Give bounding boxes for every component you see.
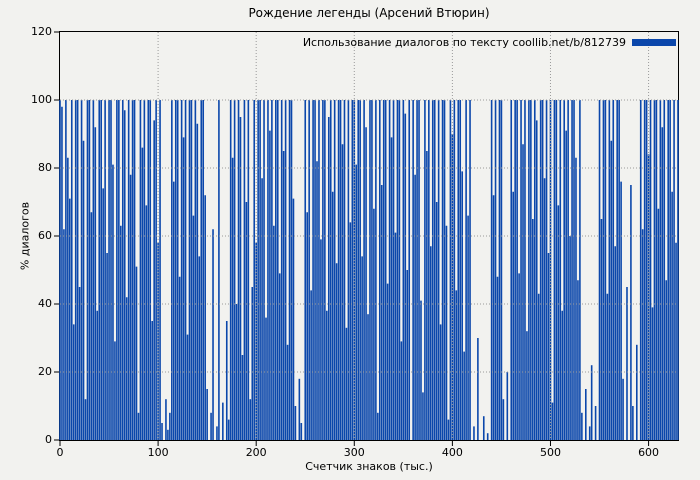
x-tick-label: 200 <box>245 446 267 459</box>
y-tick-label: 20 <box>38 365 52 378</box>
legend: Использование диалогов по тексту coollib… <box>303 36 676 49</box>
x-axis-label: Счетчик знаков (тыс.) <box>305 460 433 473</box>
plot-area <box>54 31 679 446</box>
y-tick-label: 0 <box>45 433 52 446</box>
y-tick-label: 60 <box>38 229 52 242</box>
y-tick-label: 100 <box>31 93 52 106</box>
x-tick-label: 100 <box>147 446 169 459</box>
plot-svg <box>54 31 679 446</box>
legend-label: Использование диалогов по тексту coollib… <box>302 36 626 49</box>
x-tick-label: 500 <box>539 446 561 459</box>
x-tick-label: 0 <box>56 446 64 459</box>
chart-title: Рождение легенды (Арсений Втюрин) <box>248 6 490 20</box>
y-tick-label: 80 <box>38 161 52 174</box>
y-tick-label: 120 <box>31 25 52 38</box>
x-tick-label: 400 <box>441 446 463 459</box>
x-tick-label: 300 <box>343 446 365 459</box>
legend-swatch <box>632 39 676 46</box>
y-tick-label: 40 <box>38 297 52 310</box>
x-tick-label: 600 <box>638 446 660 459</box>
